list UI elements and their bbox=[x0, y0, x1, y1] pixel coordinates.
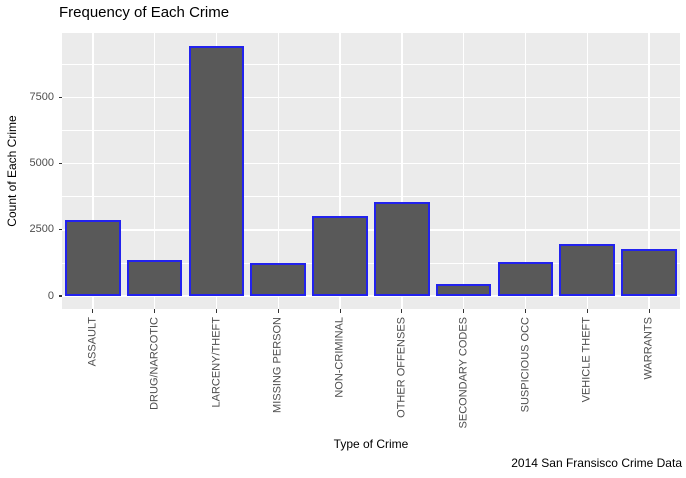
bar bbox=[559, 243, 616, 296]
gridline-major-vertical bbox=[524, 33, 527, 309]
gridline-major-horizontal bbox=[62, 295, 680, 297]
y-tick-mark bbox=[58, 97, 62, 99]
x-tick-label: SECONDARY CODES bbox=[457, 317, 470, 429]
x-tick-mark bbox=[339, 309, 341, 313]
x-tick-label: WARRANTS bbox=[642, 317, 655, 380]
x-tick-label: SUSPICIOUS OCC bbox=[519, 317, 531, 413]
x-tick-mark bbox=[92, 309, 94, 313]
gridline-major-horizontal bbox=[62, 96, 680, 99]
y-tick-label: 2500 bbox=[29, 223, 54, 236]
bar bbox=[65, 219, 121, 296]
x-tick-mark bbox=[524, 309, 527, 313]
bar bbox=[126, 260, 183, 296]
x-tick-mark bbox=[586, 309, 588, 313]
y-tick-mark bbox=[58, 295, 62, 297]
plot-panel bbox=[62, 33, 680, 309]
bar bbox=[250, 262, 307, 296]
gridline-major-vertical bbox=[154, 33, 156, 309]
x-tick-label: DRUG/NARCOTIC bbox=[148, 317, 161, 410]
gridline-major-vertical bbox=[586, 33, 588, 309]
gridline-minor-horizontal bbox=[62, 196, 680, 198]
x-tick-label: VEHICLE THEFT bbox=[580, 317, 593, 403]
gridline-major-vertical bbox=[648, 33, 650, 309]
x-tick-label: OTHER OFFENSES bbox=[395, 317, 408, 418]
x-tick-label: NON-CRIMINAL bbox=[333, 317, 346, 398]
x-axis-title: Type of Crime bbox=[333, 437, 409, 451]
x-tick-mark bbox=[277, 309, 279, 313]
x-tick-mark bbox=[463, 309, 465, 313]
y-tick-label: 5000 bbox=[29, 157, 54, 170]
x-tick-mark bbox=[215, 309, 218, 313]
gridline-minor-horizontal bbox=[62, 64, 680, 65]
bar bbox=[312, 216, 368, 296]
y-tick-mark bbox=[58, 163, 62, 165]
gridline-major-horizontal bbox=[62, 163, 680, 165]
x-tick-label: MISSING PERSON bbox=[271, 317, 284, 413]
x-tick-mark bbox=[648, 309, 650, 313]
chart-caption: 2014 San Fransisco Crime Data bbox=[511, 456, 682, 470]
gridline-major-vertical bbox=[277, 33, 279, 309]
gridline-major-vertical bbox=[463, 33, 465, 309]
gridline-major-vertical bbox=[92, 33, 94, 309]
x-tick-label: ASSAULT bbox=[86, 317, 99, 367]
gridline-minor-horizontal bbox=[62, 130, 680, 132]
gridline-minor-horizontal bbox=[62, 262, 680, 264]
y-tick-mark bbox=[58, 229, 62, 231]
bar bbox=[374, 201, 430, 296]
y-tick-label: 0 bbox=[47, 289, 54, 302]
x-tick-label: LARCENY/THEFT bbox=[210, 317, 222, 408]
gridline-major-vertical bbox=[339, 33, 341, 309]
x-tick-mark bbox=[154, 309, 156, 313]
bar bbox=[435, 284, 492, 296]
y-tick-label: 7500 bbox=[29, 91, 54, 104]
x-tick-mark bbox=[401, 309, 403, 313]
bar bbox=[188, 45, 245, 296]
bar bbox=[621, 248, 677, 296]
bar bbox=[497, 261, 554, 296]
chart-title: Frequency of Each Crime bbox=[59, 4, 230, 21]
y-axis-title: Count of Each Crime bbox=[5, 115, 19, 227]
gridline-major-vertical bbox=[401, 33, 403, 309]
gridline-major-horizontal bbox=[62, 229, 680, 231]
